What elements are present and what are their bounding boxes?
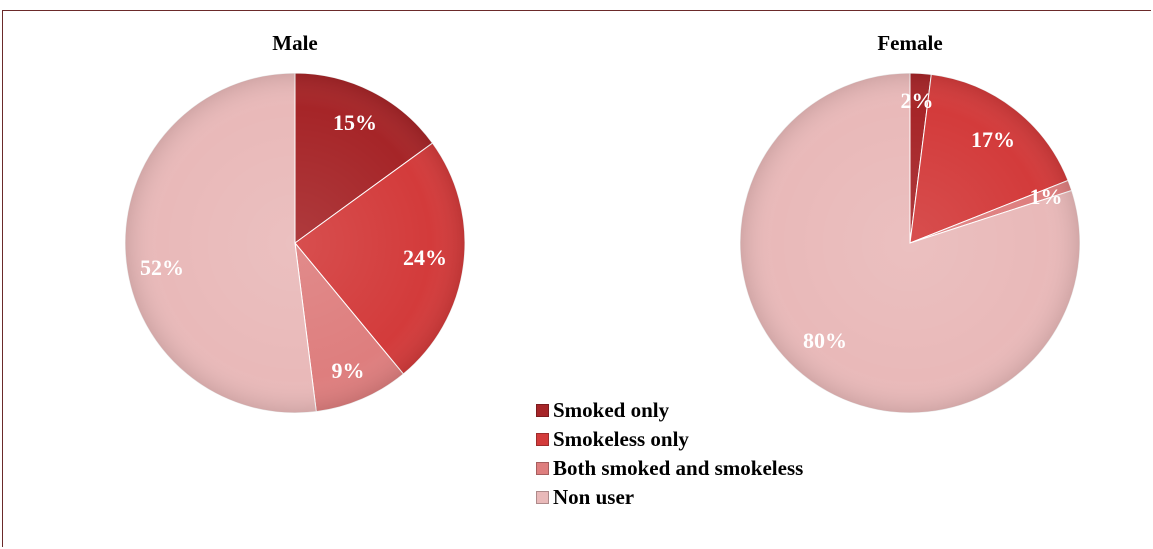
legend-item-smoked-only: Smoked only — [536, 396, 803, 425]
legend-swatch — [536, 404, 549, 417]
legend-swatch — [536, 462, 549, 475]
legend-item-both: Both smoked and smokeless — [536, 454, 803, 483]
legend-label: Smokeless only — [553, 427, 689, 451]
pie-shading — [740, 73, 1080, 413]
pie-male: Male 15% 24% 9% 52% — [124, 31, 466, 414]
legend-label: Non user — [553, 485, 635, 509]
legend-item-smokeless-only: Smokeless only — [536, 425, 803, 454]
pie-female: Female 2% 17% 1% 80% — [739, 31, 1081, 414]
data-label: 24% — [403, 245, 447, 270]
legend-swatch — [536, 433, 549, 446]
chart-title: Female — [877, 31, 942, 55]
data-label: 52% — [140, 255, 184, 280]
data-label: 2% — [901, 88, 934, 113]
data-label: 15% — [333, 110, 377, 135]
legend-item-non-user: Non user — [536, 483, 803, 512]
legend-label: Smoked only — [553, 398, 670, 422]
legend: Smoked only Smokeless only Both smoked a… — [536, 396, 803, 512]
data-label: 80% — [803, 328, 847, 353]
chart-frame — [2, 10, 1151, 547]
legend-swatch — [536, 491, 549, 504]
pie-shading — [125, 73, 465, 413]
legend-label: Both smoked and smokeless — [553, 456, 804, 480]
data-label: 9% — [332, 358, 365, 383]
chart-title: Male — [272, 31, 317, 55]
data-label: 17% — [971, 127, 1015, 152]
data-label: 1% — [1030, 184, 1063, 209]
